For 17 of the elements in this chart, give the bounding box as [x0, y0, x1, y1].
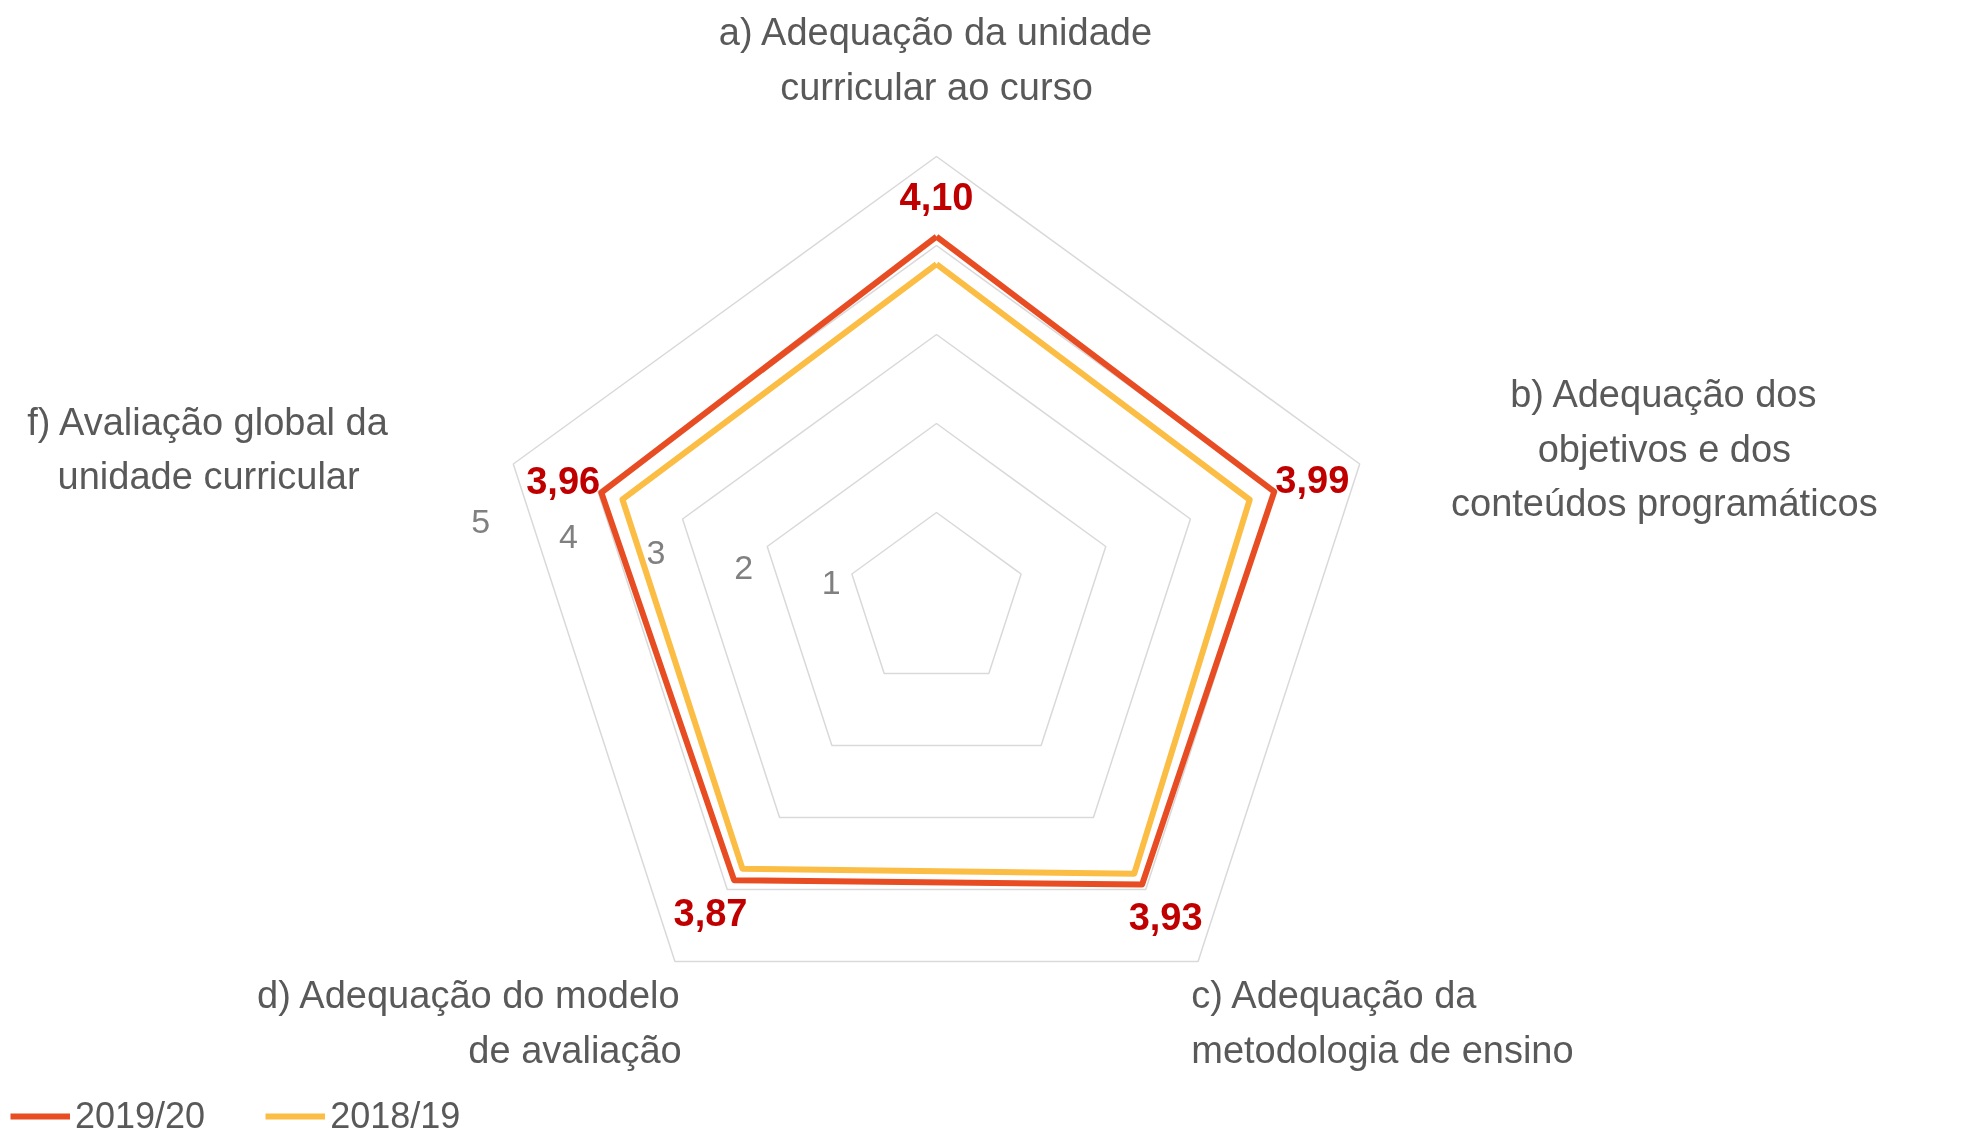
spoke-label: d) Adequação do modelo de avaliação: [257, 974, 682, 1072]
y-tick-label: 3: [646, 532, 666, 571]
spoke-label: c) Adequação da metodologia de ensino: [1191, 974, 1574, 1072]
data-label: 4,10: [899, 176, 974, 219]
y-tick-label: 2: [734, 548, 754, 587]
y-tick-label: 4: [558, 517, 578, 556]
y-tick-label: 5: [471, 501, 491, 540]
legend-label: 2019/20: [75, 1095, 206, 1137]
spoke-label: b) Adequação dos objetivos e dos conteúdos programáticos: [1451, 373, 1878, 525]
data-label: 3,96: [526, 459, 601, 502]
y-tick-label: 1: [821, 563, 841, 602]
data-label: 3,93: [1128, 896, 1203, 939]
spoke-label: a) Adequação da unidade curricular ao curso: [718, 10, 1153, 108]
spoke-label: f) Avaliação global da unidade curricular: [27, 400, 389, 498]
legend-label: 2018/19: [330, 1095, 461, 1137]
data-label: 3,99: [1275, 458, 1350, 501]
data-label: 3,87: [673, 892, 748, 935]
